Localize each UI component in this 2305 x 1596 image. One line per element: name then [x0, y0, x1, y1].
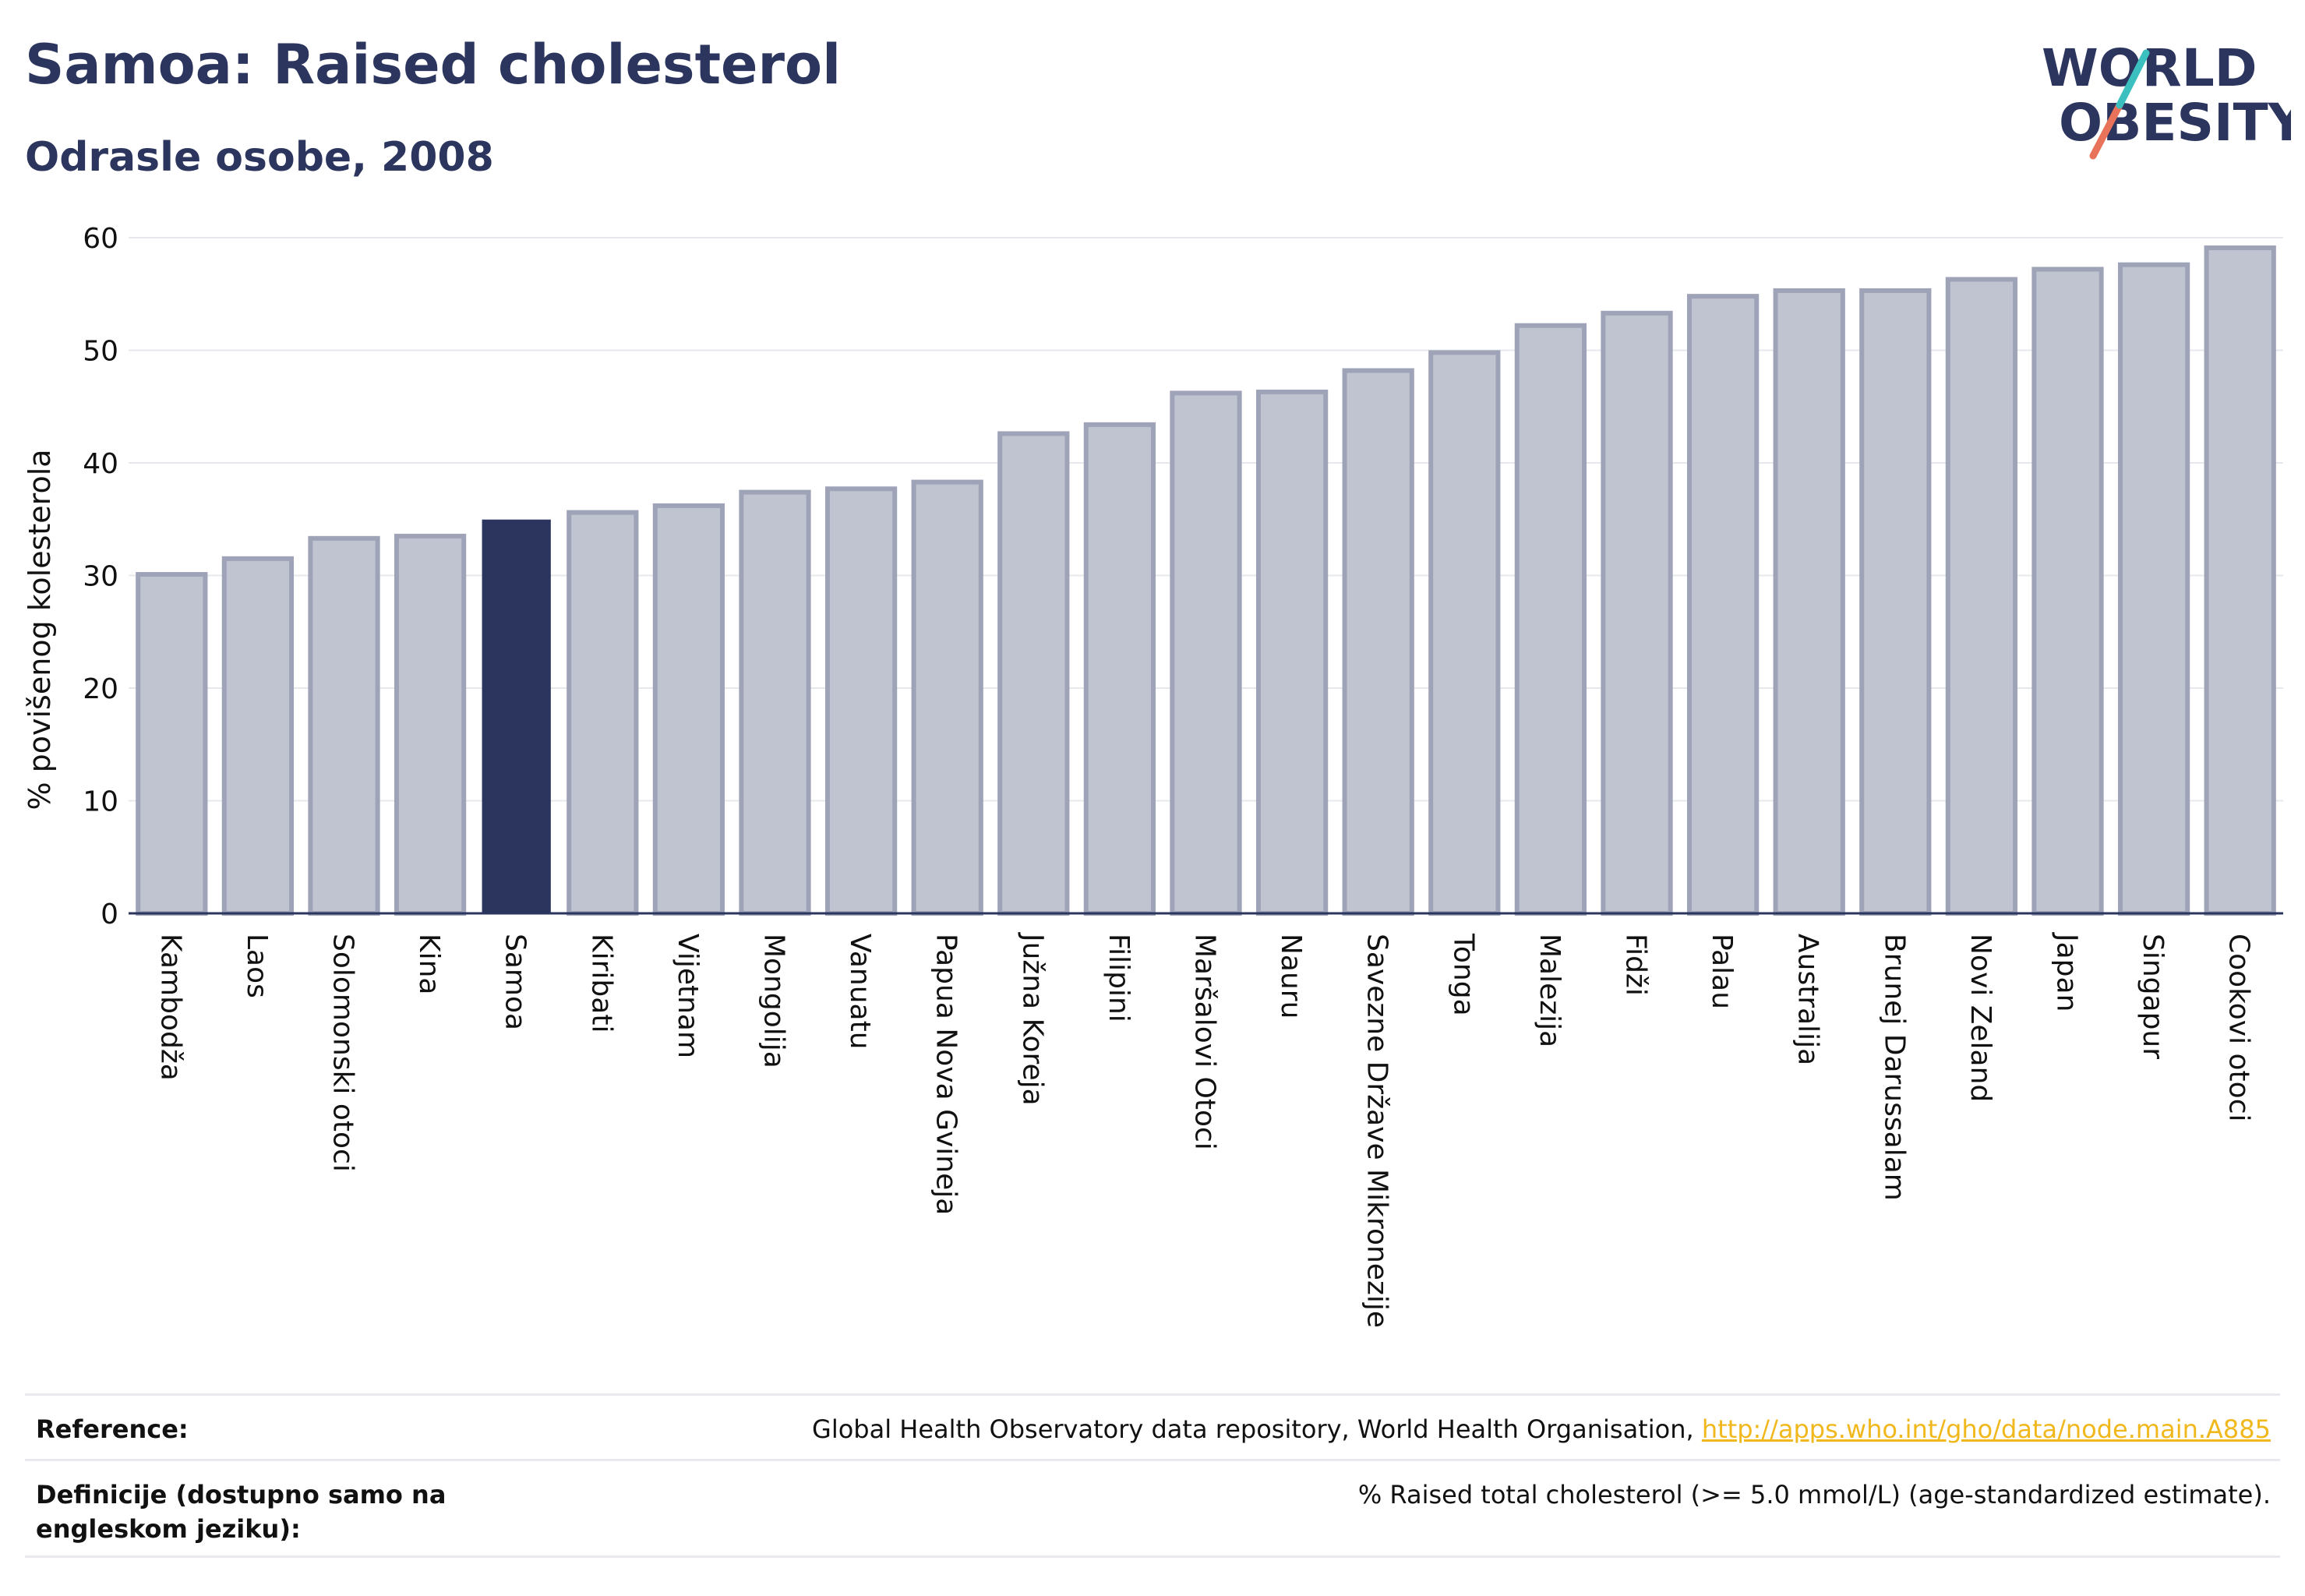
- bar-australija: [1773, 288, 1845, 916]
- chart-title: Samoa: Raised cholesterol: [25, 33, 842, 97]
- x-tick-label: Singapur: [2137, 934, 2169, 1059]
- x-tick-label: Japan: [2051, 932, 2083, 1012]
- world-obesity-logo: WORLD OBESITY: [2042, 38, 2291, 160]
- x-tick-label: Cookovi otoci: [2223, 934, 2255, 1122]
- bar-nauru: [1255, 389, 1329, 916]
- bar-malezija: [1514, 323, 1587, 916]
- y-tick-label: 60: [83, 223, 118, 255]
- x-tick-label: Fidži: [1620, 934, 1652, 996]
- y-tick-label: 40: [83, 448, 118, 480]
- y-axis-label: % povišenog kolesterola: [23, 449, 57, 810]
- x-tick-label: Kiribati: [585, 934, 617, 1033]
- bar-mongolija: [739, 489, 811, 916]
- x-tick-label: Kambodža: [154, 934, 186, 1081]
- x-tick-label: Savezne Države Mikronezije: [1361, 934, 1393, 1328]
- y-tick-label: 30: [83, 561, 118, 593]
- footer-divider-bottom: [25, 1555, 2280, 1558]
- x-tick-label: Brunej Darussalam: [1878, 934, 1910, 1201]
- reference-label: Reference:: [36, 1414, 189, 1444]
- x-tick-label: Kina: [413, 934, 445, 995]
- bar-novi-zeland: [1945, 277, 2018, 916]
- x-tick-label: Mongolija: [758, 934, 790, 1068]
- bar-vanuatu: [824, 486, 898, 916]
- bar-samoa: [482, 519, 551, 914]
- bar-solomonski-otoci: [308, 535, 380, 916]
- y-tick-labels: 0 10 20 30 40 50 60: [83, 223, 118, 930]
- reference-value: Global Health Observatory data repositor…: [812, 1412, 2271, 1446]
- bars: [136, 245, 2276, 916]
- bar-tonga: [1428, 350, 1501, 916]
- bar-singapur: [2117, 262, 2190, 916]
- x-tick-label: Samoa: [499, 934, 531, 1030]
- bar-chart: 0 10 20 30 40 50 60 Kambodža Laos Solomonski oto…: [23, 223, 2283, 1328]
- y-tick-label: 10: [83, 786, 118, 818]
- chart-subtitle: Odrasle osobe, 2008: [25, 134, 494, 181]
- bar-južna-koreja: [997, 431, 1070, 916]
- bar-kiribati: [567, 510, 639, 916]
- bar-kambodža: [136, 572, 208, 916]
- x-tick-label: Papua Nova Gvineja: [930, 934, 962, 1215]
- x-tick-label: Australija: [1792, 934, 1824, 1065]
- bar-japan: [2031, 267, 2104, 916]
- x-tick-label: Južna Koreja: [1016, 932, 1048, 1106]
- bar-vijetnam: [652, 503, 725, 916]
- bar-filipini: [1083, 422, 1156, 916]
- bar-kina: [394, 533, 467, 916]
- x-tick-label: Vanuatu: [844, 934, 876, 1050]
- bar-brunej-darussalam: [1859, 288, 1932, 916]
- x-tick-labels: Kambodža Laos Solomonski otoci Kina Samoa Kir…: [154, 932, 2254, 1328]
- x-tick-label: Tonga: [1447, 933, 1479, 1016]
- x-tick-label: Nauru: [1275, 934, 1307, 1019]
- bar-fidži: [1601, 310, 1673, 916]
- y-tick-label: 0: [101, 899, 118, 930]
- bar-laos: [221, 556, 295, 916]
- definitions-label: Definicije (dostupno samo na engleskom j…: [36, 1480, 447, 1544]
- x-tick-label: Palau: [1706, 934, 1738, 1009]
- logo-line1: WORLD: [2042, 38, 2257, 98]
- bar-cookovi-otoci: [2204, 245, 2276, 916]
- bar-savezne-države-mikronezije: [1342, 368, 1414, 916]
- definitions-value: % Raised total cholesterol (>= 5.0 mmol/…: [1357, 1480, 2271, 1509]
- logo-slash-coral: [2089, 101, 2123, 160]
- x-tick-label: Malezija: [1534, 934, 1565, 1047]
- footer-divider-top: [25, 1393, 2280, 1396]
- bar-papua-nova-gvineja: [911, 479, 983, 916]
- x-tick-label: Vijetnam: [672, 934, 704, 1058]
- y-tick-label: 50: [83, 336, 118, 368]
- reference-link[interactable]: http://apps.who.int/gho/data/node.main.A…: [1701, 1414, 2271, 1444]
- x-tick-label: Novi Zeland: [1964, 934, 1996, 1102]
- reference-text: Global Health Observatory data repositor…: [812, 1414, 1702, 1444]
- x-tick-label: Solomonski otoci: [327, 934, 359, 1172]
- x-tick-label: Maršalovi Otoci: [1189, 934, 1221, 1150]
- bar-maršalovi-otoci: [1170, 390, 1242, 916]
- footer-divider-middle: [25, 1459, 2280, 1461]
- y-tick-label: 20: [83, 673, 118, 705]
- bar-palau: [1686, 294, 1760, 916]
- logo-slash-teal: [2116, 49, 2150, 109]
- x-tick-label: Filipini: [1103, 934, 1135, 1022]
- x-tick-label: Laos: [241, 934, 273, 998]
